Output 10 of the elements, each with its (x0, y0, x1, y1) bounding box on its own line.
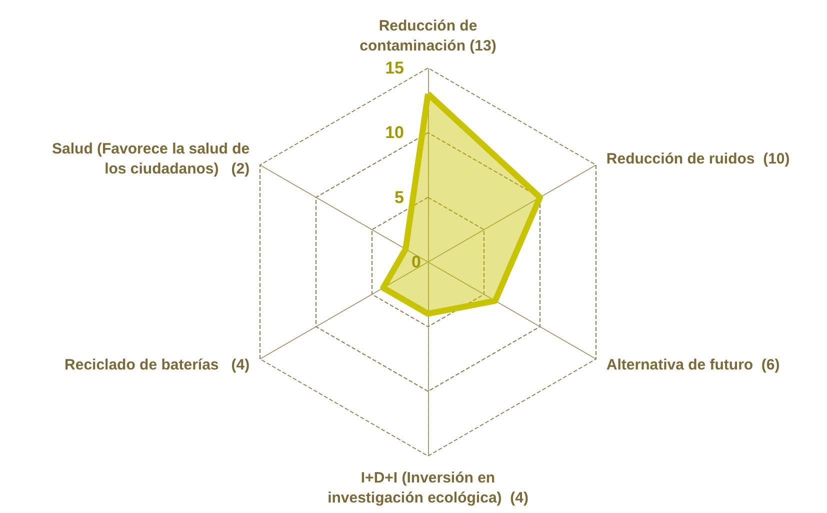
spoke-label: Reducción de contaminación (13) (360, 18, 496, 54)
y-tick-label: 15 (385, 58, 404, 78)
spoke-label: Reciclado de baterías (4) (64, 356, 250, 374)
y-tick-label: 10 (385, 123, 404, 142)
spoke-label: Reducción de ruidos (10) (606, 150, 790, 168)
spoke-label: Salud (Favorece la salud de los ciudadanos) (2) (52, 140, 250, 178)
spoke-label: Alternativa de futuro (6) (606, 356, 780, 374)
spoke-label: I+D+I (Inversión en investigación ecológica) (4) (328, 470, 528, 506)
y-tick-label: 5 (394, 188, 404, 207)
y-tick-label: 0 (412, 252, 421, 272)
